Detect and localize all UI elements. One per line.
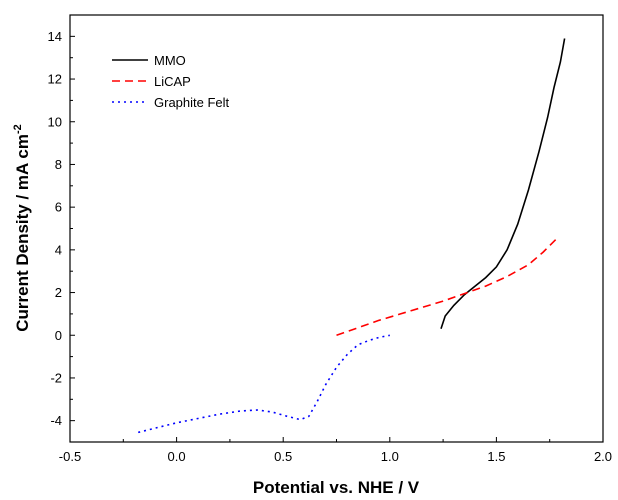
legend-label-graphite-felt: Graphite Felt xyxy=(154,95,230,110)
series-layer xyxy=(138,38,566,434)
series-line-graphite-felt xyxy=(138,334,390,434)
plot-frame xyxy=(69,14,604,443)
y-tick-label: 12 xyxy=(48,72,62,87)
x-tick-label: 0.5 xyxy=(274,449,292,464)
y-tick-label: 8 xyxy=(55,157,62,172)
y-axis: -4 -2 0 2 4 6 8 10 12 14 xyxy=(48,14,75,428)
y-axis-title-main: Current Density / mA cm xyxy=(13,134,32,332)
y-tick-label: 4 xyxy=(55,242,62,257)
y-tick-label: 10 xyxy=(48,114,62,129)
y-tick-label: -4 xyxy=(50,413,62,428)
series-line-licap xyxy=(336,238,557,337)
y-tick-label: 2 xyxy=(55,285,62,300)
x-tick-label: 1.0 xyxy=(381,449,399,464)
legend-label-mmo: MMO xyxy=(154,53,186,68)
y-axis-title-superscript: -2 xyxy=(12,124,24,134)
y-tick-label: 0 xyxy=(55,328,62,343)
x-tick-label: 1.5 xyxy=(487,449,505,464)
series-line-mmo xyxy=(440,38,566,330)
legend-label-licap: LiCAP xyxy=(154,74,191,89)
x-tick-label: 0.0 xyxy=(168,449,186,464)
x-axis-title: Potential vs. NHE / V xyxy=(253,478,420,497)
y-tick-label: -2 xyxy=(50,370,62,385)
x-tick-label: 2.0 xyxy=(594,449,612,464)
legend: MMO LiCAP Graphite Felt xyxy=(112,53,230,110)
y-tick-label: 6 xyxy=(55,200,62,215)
x-axis: -0.5 0.0 0.5 1.0 1.5 2.0 xyxy=(59,437,612,464)
y-tick-label: 14 xyxy=(48,29,62,44)
y-axis-title: Current Density / mA cm-2 xyxy=(12,124,32,332)
x-tick-label: -0.5 xyxy=(59,449,81,464)
